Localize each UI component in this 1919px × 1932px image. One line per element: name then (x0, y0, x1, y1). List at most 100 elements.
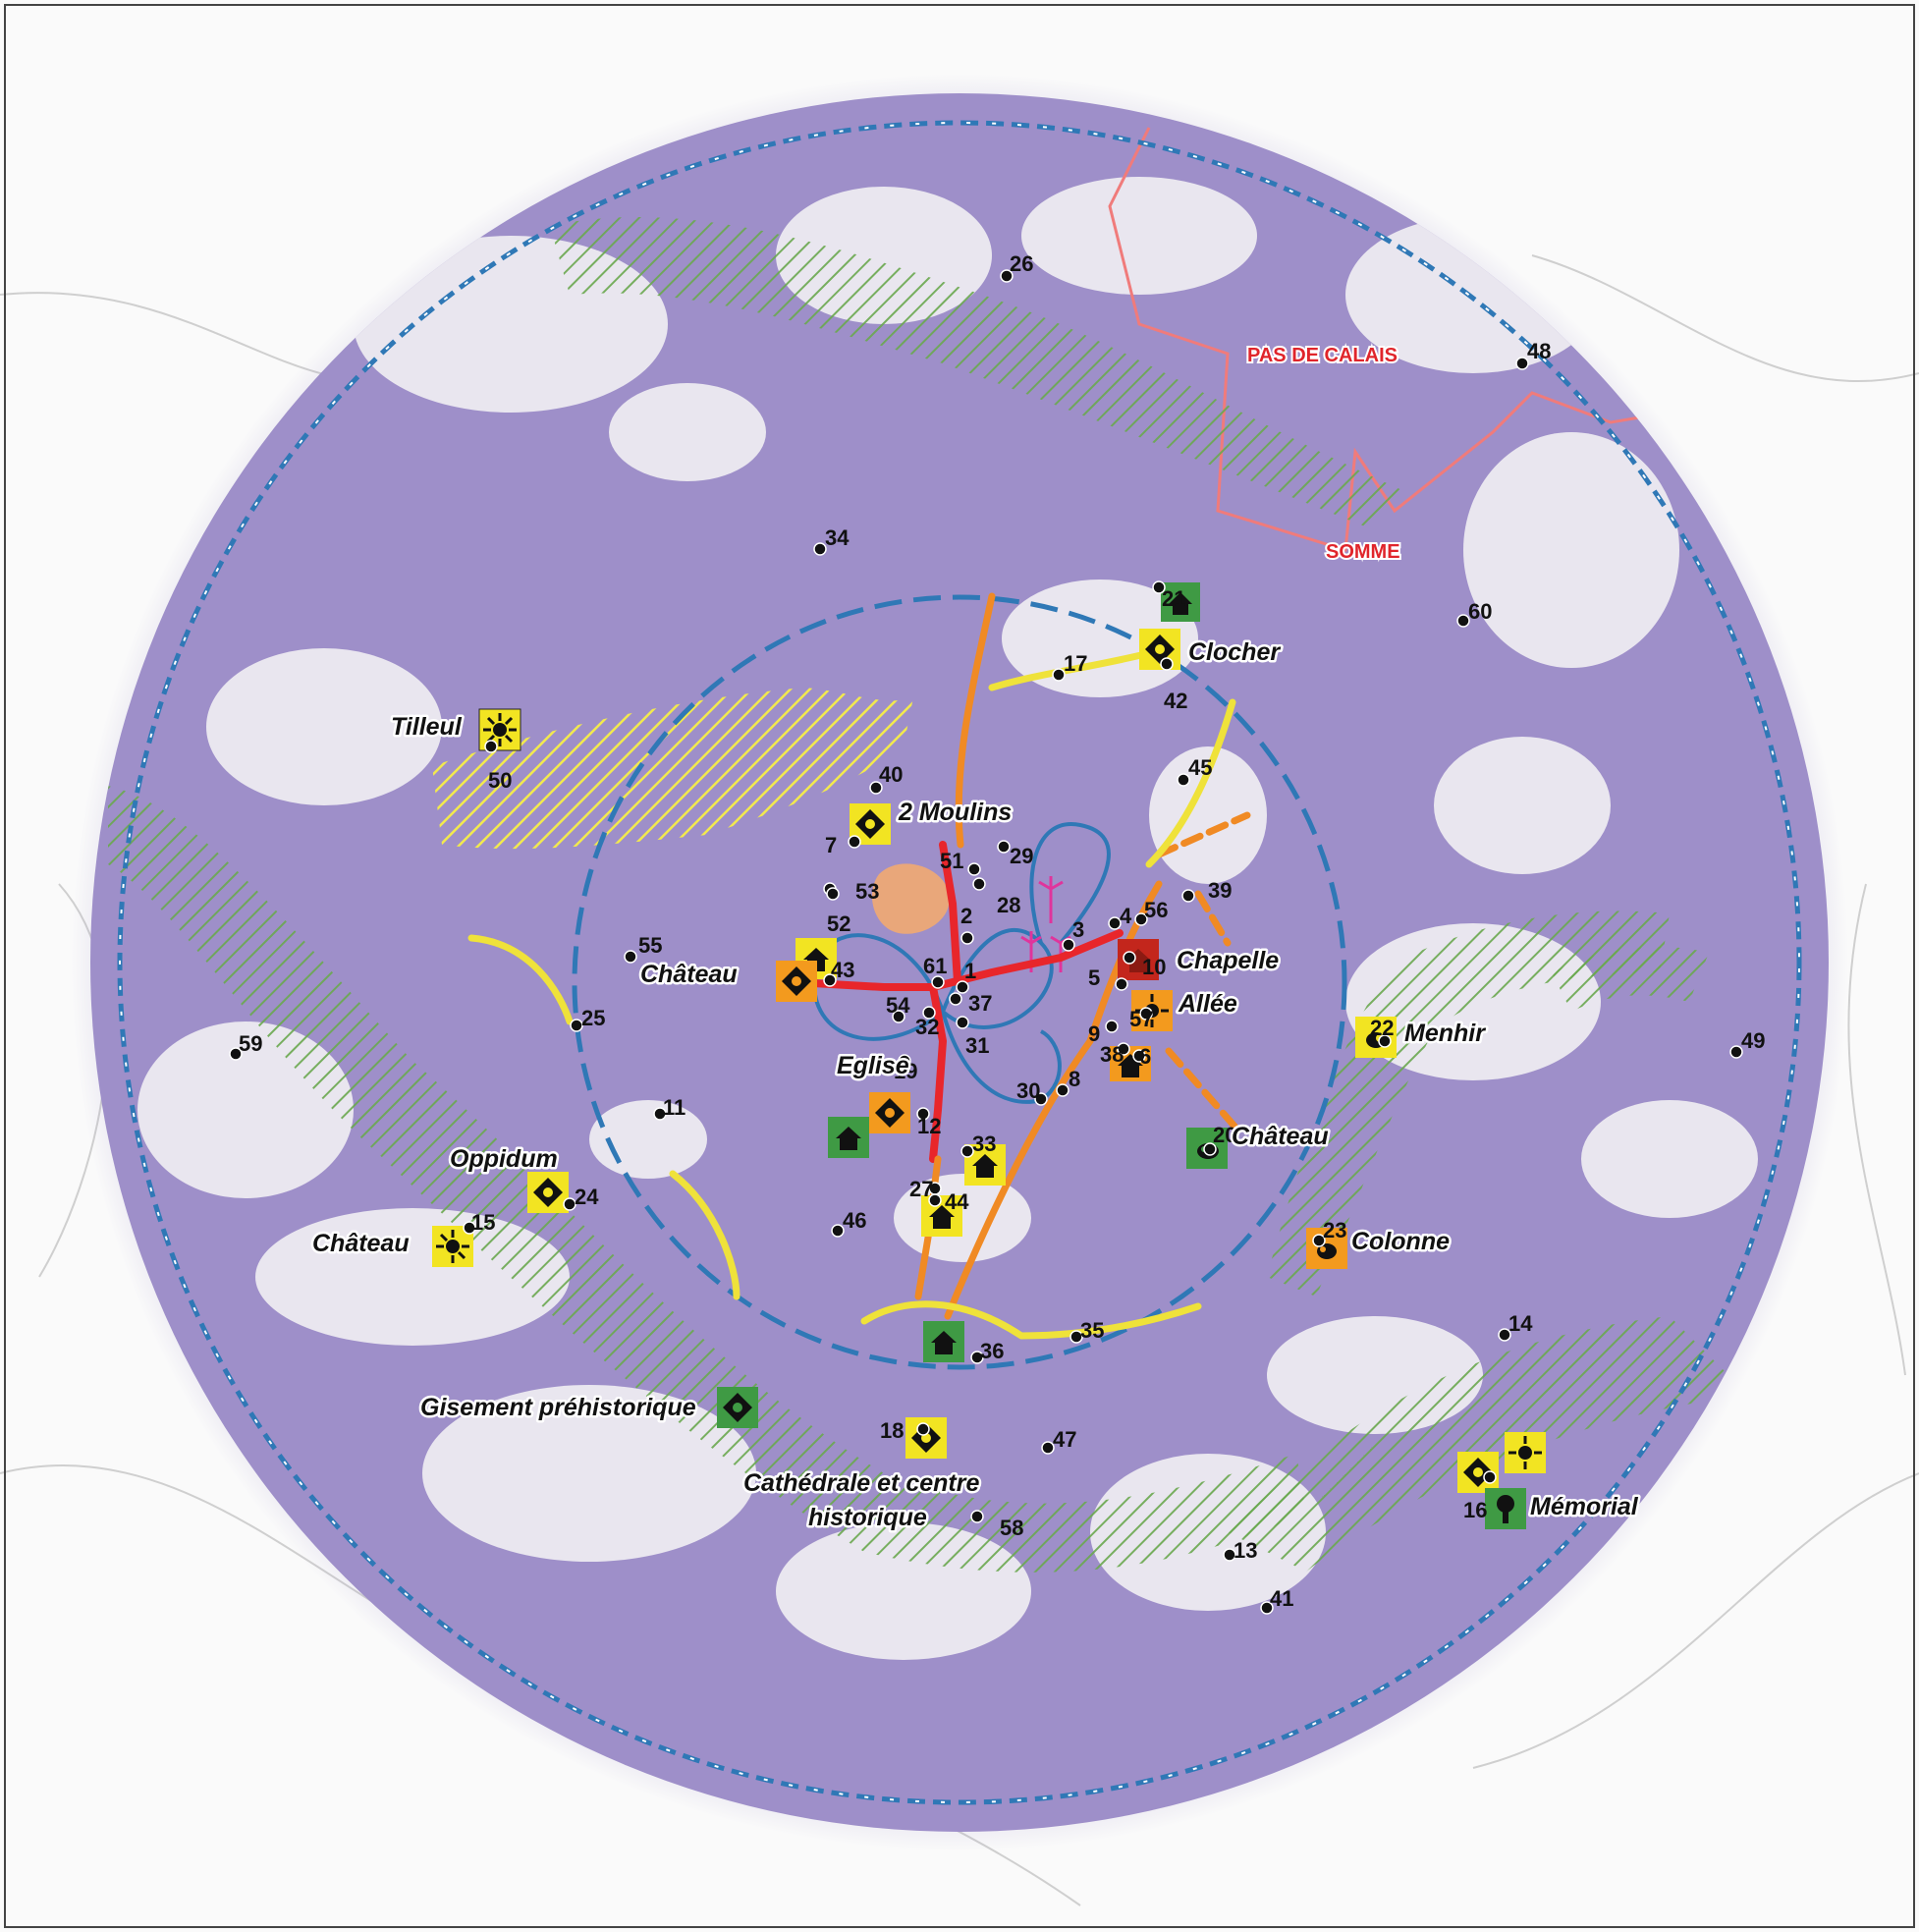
sun-icon (1505, 1432, 1546, 1473)
viewpoint-number: 56 (1144, 898, 1168, 922)
label-clocher: Clocher (1188, 638, 1281, 666)
label-chateau-southwest: Château (312, 1230, 410, 1257)
viewpoint-number: 10 (1142, 955, 1166, 979)
viewpoint-number: 9 (1088, 1021, 1100, 1046)
viewpoint-number: 47 (1053, 1427, 1076, 1452)
viewpoint-number: 46 (843, 1208, 866, 1233)
viewpoint-number: 35 (1080, 1318, 1104, 1343)
viewpoint-dot (848, 835, 861, 849)
viewpoint-number: 40 (879, 762, 903, 787)
column-icon (1306, 1228, 1347, 1269)
viewpoint-dot (563, 1197, 576, 1211)
viewpoint-number: 17 (1064, 651, 1087, 676)
viewpoint-dot (823, 973, 837, 987)
monument-icons (432, 582, 1546, 1529)
label-historique: historique (808, 1504, 927, 1531)
house-icon (964, 1144, 1006, 1186)
viewpoint-dot (970, 1351, 984, 1364)
viewpoint-dot (1498, 1328, 1511, 1342)
viewpoint-number: 18 (880, 1418, 904, 1443)
viewpoint-dot (653, 1107, 667, 1121)
viewpoint-dot (570, 1019, 583, 1032)
viewpoint-number: 1 (964, 959, 976, 983)
viewpoint-dot (1056, 1083, 1069, 1097)
viewpoint-number: 3 (1072, 917, 1084, 942)
viewpoint-dot (922, 1006, 936, 1020)
viewpoint-dot (1123, 951, 1136, 965)
viewpoint-dot (1160, 657, 1174, 671)
viewpoint-dot (484, 740, 498, 753)
viewpoint-number: 32 (915, 1015, 939, 1039)
house-icon (921, 1195, 962, 1237)
roads (467, 592, 1251, 1340)
viewpoint-dot (229, 1047, 243, 1061)
viewpoint-number: 36 (980, 1339, 1004, 1363)
viewpoint-number: 5 (1088, 966, 1100, 990)
viewpoint-number: 16 (1463, 1498, 1487, 1522)
viewpoint-number: 33 (972, 1132, 996, 1156)
viewpoint-dot (1069, 1330, 1083, 1344)
label-cathedrale: Cathédrale et centre (743, 1469, 979, 1497)
label-gisement: Gisement préhistorique (420, 1394, 696, 1421)
viewpoint-number: 2 (960, 904, 972, 928)
viewpoint-dot (463, 1221, 476, 1235)
viewpoint-number: 39 (1208, 878, 1232, 903)
label-chateau-west: Château (640, 961, 738, 988)
viewpoint-dot (956, 1016, 969, 1029)
viewpoint-number: 12 (917, 1114, 941, 1138)
viewpoint-dot (1117, 1042, 1130, 1056)
viewpoint-dot (931, 975, 945, 989)
viewpoint-number: 57 (1129, 1007, 1153, 1031)
viewpoint-dot (997, 840, 1011, 854)
viewpoint-dot (972, 877, 986, 891)
viewpoint-dot (1378, 1034, 1392, 1048)
viewpoint-number: 21 (1162, 586, 1185, 611)
viewpoint-dot (1105, 1020, 1119, 1033)
viewpoint-number: 53 (855, 879, 879, 904)
label-colonne: Colonne (1351, 1228, 1450, 1255)
viewpoint-dot (1139, 1007, 1153, 1021)
wind-farm-icon (1020, 876, 1071, 972)
viewpoint-dot (892, 1010, 905, 1023)
inner-buffer-circle (572, 594, 1347, 1370)
label-memorial: Mémorial (1530, 1493, 1639, 1520)
house-icon (1161, 582, 1200, 622)
label-oppidum: Oppidum (450, 1145, 558, 1173)
diamond-icon (1139, 629, 1180, 670)
viewpoint-number: 51 (940, 849, 963, 873)
label-menhir: Menhir (1404, 1020, 1486, 1047)
viewpoint-number: 22 (1370, 1016, 1394, 1040)
viewpoint-number: 30 (1016, 1078, 1040, 1103)
viewpoint-dot (1181, 889, 1195, 903)
viewpoint-number: 14 (1508, 1311, 1533, 1336)
house-icon (828, 1117, 869, 1158)
viewpoint-number: 25 (581, 1006, 605, 1030)
viewpoint-dot (1729, 1045, 1743, 1059)
viewpoint-number: 45 (1188, 755, 1212, 780)
viewpoint-number: 38 (1100, 1042, 1124, 1067)
viewpoint-dot (898, 1054, 911, 1068)
viewpoint-dot (960, 1144, 974, 1158)
viewpoint-number: 34 (825, 525, 850, 550)
viewpoint-number: 4 (1120, 904, 1132, 928)
valley-corridors (108, 216, 1748, 1573)
yellow-hatched-corridor (432, 688, 913, 850)
viewpoint-dot (831, 1224, 845, 1238)
viewpoint-dot (928, 1193, 942, 1207)
viewpoint-dot (1108, 916, 1122, 930)
viewpoint-number: 49 (1741, 1028, 1765, 1053)
viewpoint-dot (1000, 269, 1014, 283)
outer-buffer-circle-accent (119, 122, 1800, 1803)
viewpoint-number: 44 (945, 1189, 969, 1214)
viewpoint-dot (1062, 938, 1075, 952)
viewpoint-dot (1515, 357, 1529, 370)
label-tilleul: Tilleul (391, 713, 463, 741)
viewpoint-dot (1052, 668, 1066, 682)
diamond-icon (527, 1172, 569, 1213)
viewpoint-number: 41 (1270, 1586, 1293, 1611)
viewpoint-number: 58 (1000, 1516, 1023, 1540)
label-2-moulins: 2 Moulins (898, 799, 1012, 826)
viewpoint-dot (970, 1510, 984, 1523)
diamond-icon (869, 1092, 910, 1133)
diamond-icon (776, 961, 817, 1002)
